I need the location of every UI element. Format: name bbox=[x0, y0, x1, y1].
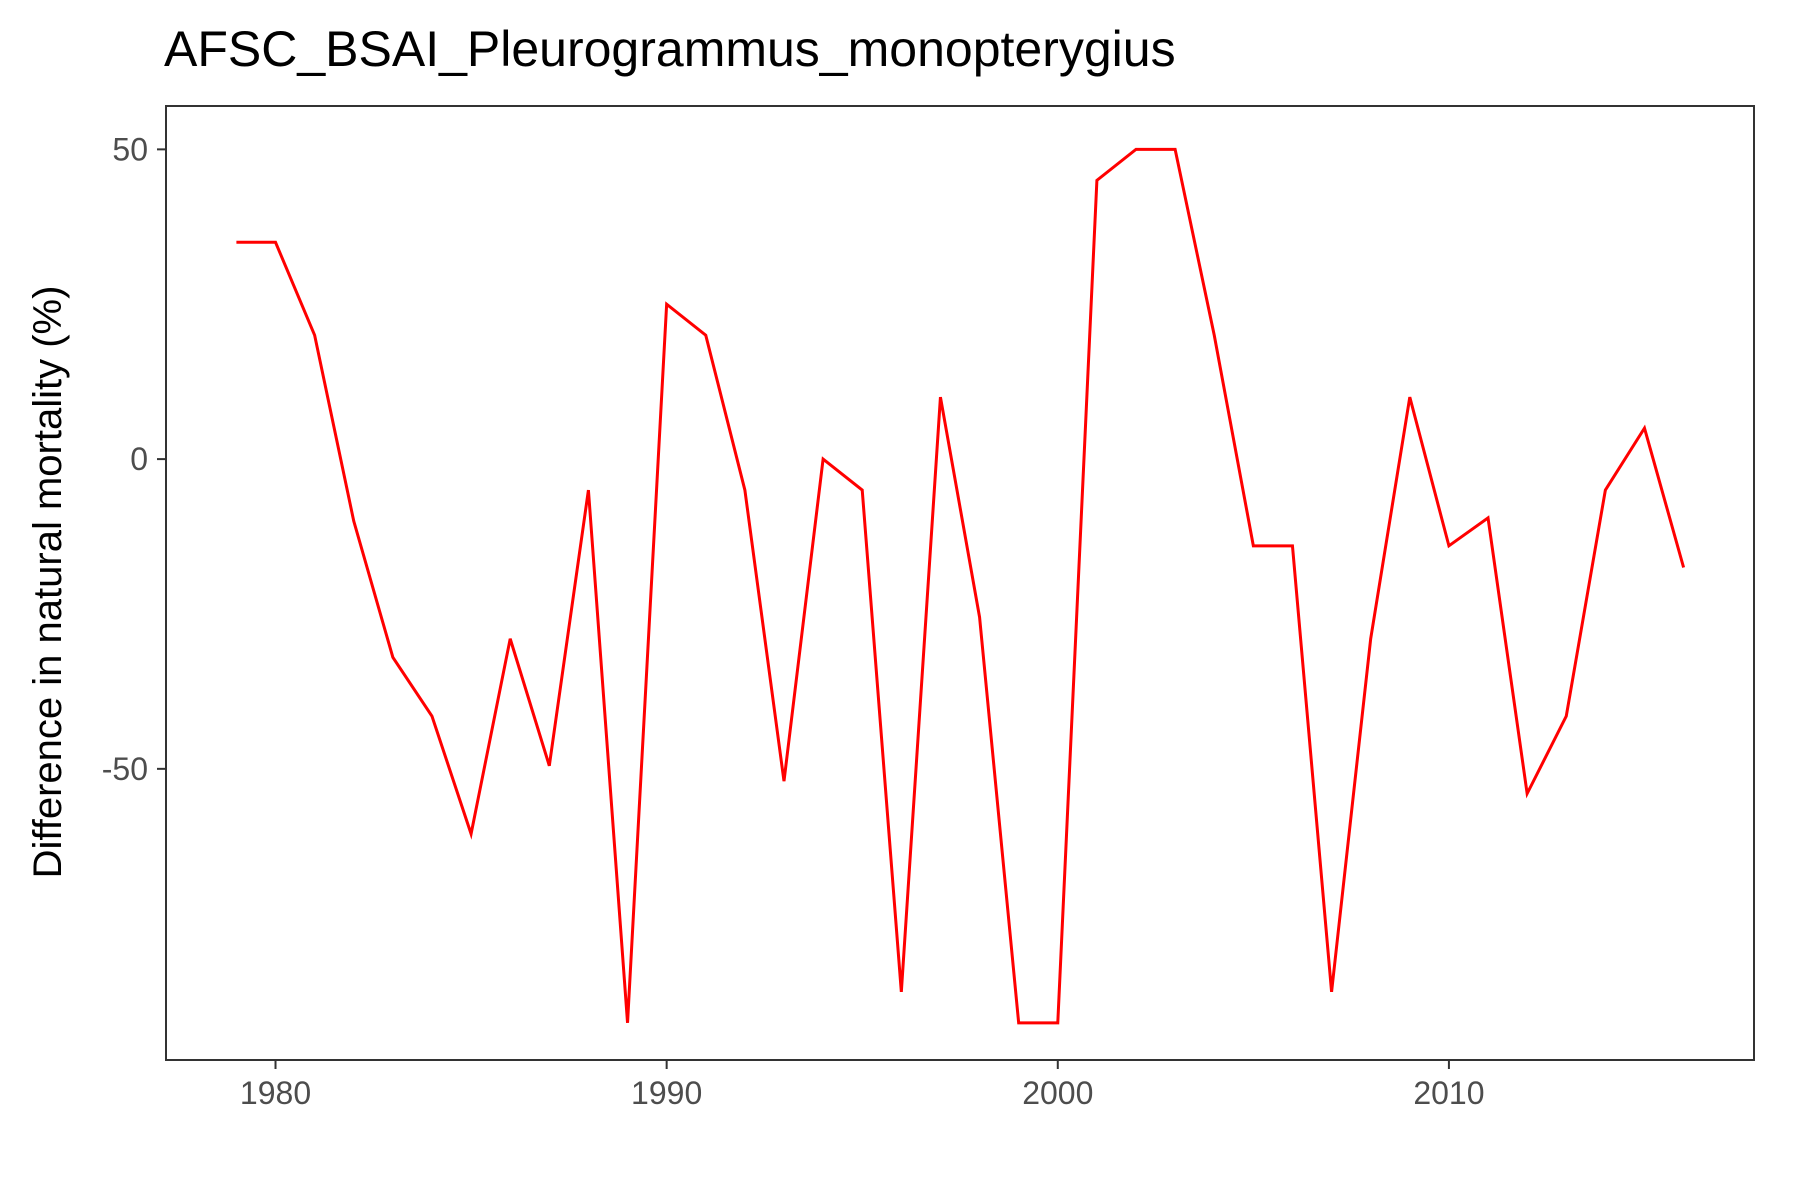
data-point bbox=[235, 241, 238, 244]
data-point bbox=[626, 1021, 629, 1024]
data-point bbox=[1330, 990, 1333, 993]
data-point bbox=[509, 637, 512, 640]
data-point bbox=[1565, 715, 1568, 718]
y-tick-label: -50 bbox=[102, 751, 148, 787]
data-point bbox=[1604, 489, 1607, 492]
data-point bbox=[1213, 334, 1216, 337]
y-tick-label: 0 bbox=[130, 441, 148, 477]
data-point bbox=[900, 990, 903, 993]
data-point bbox=[822, 458, 825, 461]
data-point bbox=[587, 489, 590, 492]
y-axis: -50 0 50 bbox=[102, 131, 166, 787]
series-group bbox=[235, 147, 1686, 1025]
data-point bbox=[861, 489, 864, 492]
data-point bbox=[939, 396, 942, 399]
data-point bbox=[1291, 544, 1294, 547]
data-point bbox=[1447, 544, 1450, 547]
y-axis-title: Difference in natural mortality (%) bbox=[26, 286, 70, 879]
data-point bbox=[1487, 516, 1490, 519]
data-point bbox=[470, 832, 473, 835]
x-tick-label: 2010 bbox=[1413, 1075, 1484, 1111]
data-point bbox=[743, 489, 746, 492]
data-point bbox=[430, 715, 433, 718]
data-point bbox=[1174, 148, 1177, 151]
data-point bbox=[548, 764, 551, 767]
data-point bbox=[274, 241, 277, 244]
data-point bbox=[1526, 792, 1529, 795]
data-point bbox=[665, 303, 668, 306]
x-axis: 1980 1990 2000 2010 bbox=[240, 1060, 1485, 1111]
chart-title: AFSC_BSAI_Pleurogrammus_monopterygius bbox=[164, 21, 1176, 77]
data-point bbox=[704, 334, 707, 337]
data-point bbox=[1056, 1021, 1059, 1024]
data-point bbox=[313, 334, 316, 337]
data-point bbox=[391, 656, 394, 659]
x-tick-label: 1980 bbox=[240, 1075, 311, 1111]
data-point bbox=[1017, 1021, 1020, 1024]
data-point bbox=[1095, 179, 1098, 182]
data-point bbox=[1252, 544, 1255, 547]
data-point bbox=[1408, 396, 1411, 399]
data-point bbox=[978, 616, 981, 619]
data-point bbox=[1643, 427, 1646, 430]
y-tick-label: 50 bbox=[112, 131, 148, 167]
x-tick-label: 2000 bbox=[1022, 1075, 1093, 1111]
data-point bbox=[782, 780, 785, 783]
series-line bbox=[236, 147, 1686, 1025]
data-point bbox=[1135, 148, 1138, 151]
data-point bbox=[1682, 566, 1685, 569]
plot-panel bbox=[165, 105, 1755, 1061]
data-point bbox=[1369, 637, 1372, 640]
data-point bbox=[352, 520, 355, 523]
x-tick-label: 1990 bbox=[631, 1075, 702, 1111]
